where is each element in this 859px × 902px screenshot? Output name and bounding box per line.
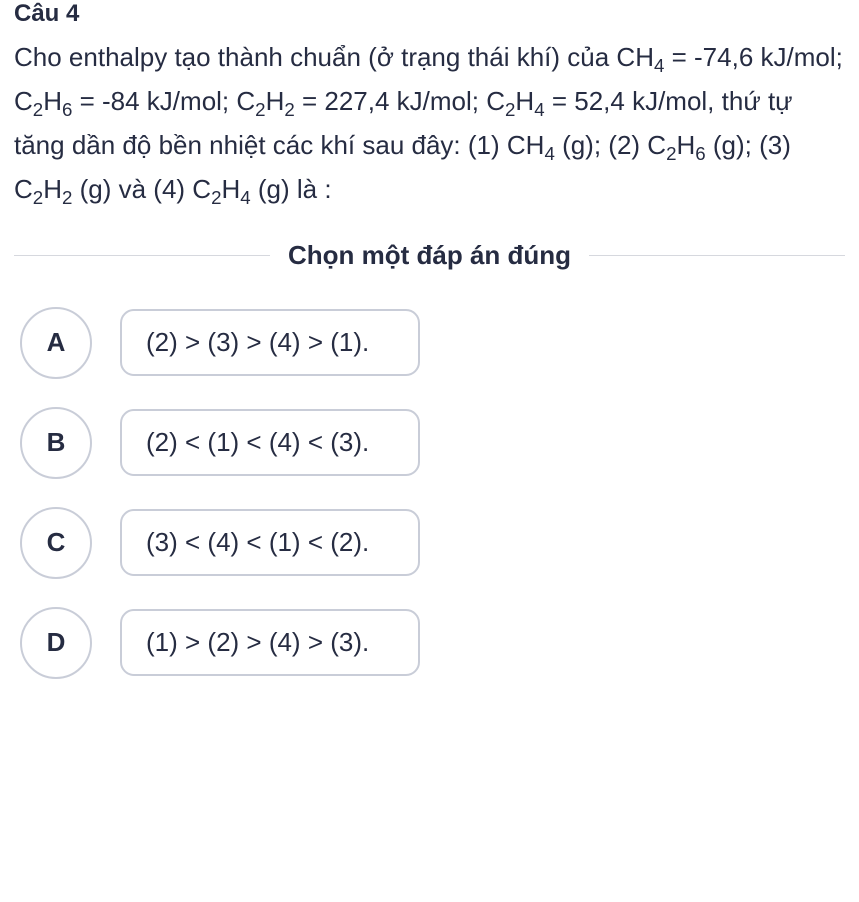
q-sub: 4 [654, 55, 664, 76]
option-a[interactable]: A (2) > (3) > (4) > (1). [20, 307, 845, 379]
q-sub: 2 [255, 99, 265, 120]
options-list: A (2) > (3) > (4) > (1). B (2) < (1) < (… [14, 307, 845, 679]
q-text: = 227,4 kJ/mol; C [295, 86, 505, 116]
divider-right [589, 255, 845, 256]
option-box-a[interactable]: (2) > (3) > (4) > (1). [120, 309, 420, 376]
q-text: H [43, 174, 62, 204]
question-number: Câu 4 [14, 0, 845, 29]
option-c[interactable]: C (3) < (4) < (1) < (2). [20, 507, 845, 579]
q-text: Cho enthalpy tạo thành chuẩn (ở trạng th… [14, 42, 654, 72]
q-text: (g) và (4) C [72, 174, 211, 204]
q-sub: 2 [62, 188, 72, 209]
q-text: = -84 kJ/mol; C [72, 86, 255, 116]
choose-label: Chọn một đáp án đúng [270, 240, 589, 271]
q-sub: 2 [211, 188, 221, 209]
q-sub: 4 [544, 143, 554, 164]
q-sub: 2 [33, 99, 43, 120]
option-box-c[interactable]: (3) < (4) < (1) < (2). [120, 509, 420, 576]
q-sub: 2 [505, 99, 515, 120]
q-text: (g) là : [251, 174, 332, 204]
q-sub: 2 [666, 143, 676, 164]
q-sub: 2 [33, 188, 43, 209]
q-text: H [221, 174, 240, 204]
q-text: H [43, 86, 62, 116]
option-letter-a[interactable]: A [20, 307, 92, 379]
q-sub: 2 [284, 99, 294, 120]
q-sub: 6 [62, 99, 72, 120]
option-letter-d[interactable]: D [20, 607, 92, 679]
option-box-d[interactable]: (1) > (2) > (4) > (3). [120, 609, 420, 676]
divider-left [14, 255, 270, 256]
option-b[interactable]: B (2) < (1) < (4) < (3). [20, 407, 845, 479]
question-text: Cho enthalpy tạo thành chuẩn (ở trạng th… [14, 35, 845, 212]
q-text: H [266, 86, 285, 116]
q-sub: 4 [240, 188, 250, 209]
option-d[interactable]: D (1) > (2) > (4) > (3). [20, 607, 845, 679]
q-text: (g); (2) C [555, 130, 666, 160]
option-letter-b[interactable]: B [20, 407, 92, 479]
q-sub: 6 [695, 143, 705, 164]
q-sub: 4 [534, 99, 544, 120]
q-text: H [515, 86, 534, 116]
choose-divider-row: Chọn một đáp án đúng [14, 240, 845, 271]
option-letter-c[interactable]: C [20, 507, 92, 579]
option-box-b[interactable]: (2) < (1) < (4) < (3). [120, 409, 420, 476]
q-text: H [676, 130, 695, 160]
